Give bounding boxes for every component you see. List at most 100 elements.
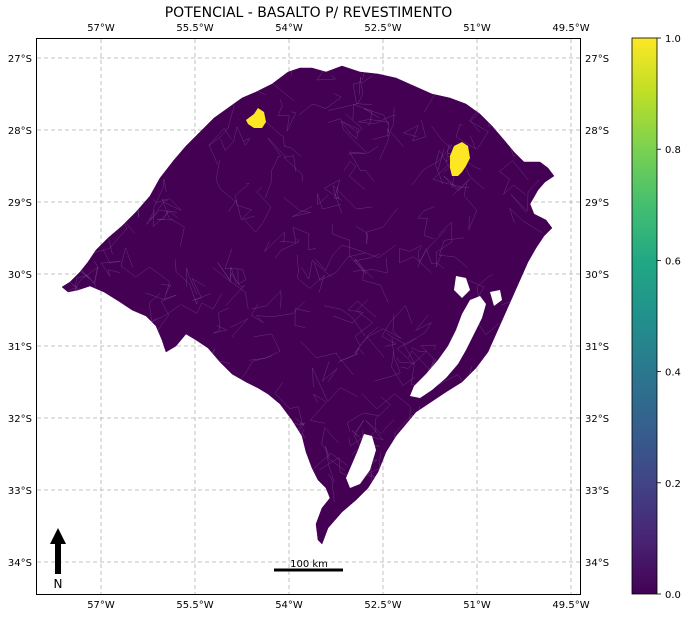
lat-tick-left: 34°S (8, 558, 32, 569)
municipal-line (354, 326, 379, 354)
municipal-line (313, 252, 365, 281)
lon-tick-top: 57°W (87, 23, 115, 34)
colorbar (631, 37, 658, 595)
municipal-line (157, 209, 173, 221)
municipal-line (432, 163, 461, 187)
municipal-line (230, 318, 249, 338)
lat-tick-left: 28°S (8, 126, 32, 137)
scale-bar-label: 100 km (290, 559, 328, 570)
municipal-line (332, 224, 373, 279)
lat-tick-right: 32°S (585, 414, 609, 425)
municipal-line (358, 115, 396, 133)
municipal-line (186, 267, 198, 295)
lon-tick-top: 55.5°W (176, 23, 213, 34)
colorbar-tick-label: 0.6 (665, 256, 681, 267)
municipal-line (343, 161, 366, 190)
municipal-line (327, 474, 335, 502)
map-title: POTENCIAL - BASALTO P/ REVESTIMENTO (164, 5, 453, 21)
municipal-line (264, 120, 302, 157)
lat-tick-left: 33°S (8, 486, 32, 497)
municipal-line (443, 175, 470, 196)
municipal-line (300, 341, 354, 375)
municipal-line (365, 419, 395, 441)
municipal-line (249, 333, 281, 361)
municipal-line (120, 247, 170, 300)
municipal-line (341, 121, 359, 139)
colorbar-tick-label: 0.0 (665, 590, 681, 601)
municipal-line (225, 266, 245, 306)
municipal-line (417, 206, 435, 239)
municipal-line (468, 274, 493, 298)
municipal-line (208, 127, 232, 165)
municipal-line (215, 159, 236, 202)
municipal-line (323, 179, 343, 201)
lon-tick-top: 51°W (463, 23, 491, 34)
lat-tick-right: 27°S (585, 54, 609, 65)
lagoon-patos (410, 290, 502, 398)
municipal-line (279, 226, 316, 251)
municipal-line (294, 308, 311, 328)
colorbar-tick-label: 1.0 (665, 34, 681, 45)
municipal-line (264, 231, 285, 252)
colorbar-tick-label: 0.8 (665, 145, 681, 156)
municipal-line (463, 183, 478, 230)
municipal-line (325, 445, 346, 483)
lat-tick-right: 34°S (585, 558, 609, 569)
municipal-line (150, 198, 182, 220)
municipal-line (100, 249, 121, 277)
municipal-line (314, 244, 396, 271)
municipal-line (241, 187, 272, 233)
lat-tick-right: 31°S (585, 342, 609, 353)
municipal-line (312, 367, 358, 402)
lon-tick-top: 52.5°W (364, 23, 401, 34)
lat-tick-right: 28°S (585, 126, 609, 137)
municipal-line (70, 266, 99, 298)
municipal-line (356, 207, 398, 244)
municipal-line (348, 151, 375, 182)
municipal-line (327, 118, 379, 154)
municipal-line (322, 361, 338, 383)
municipal-line (374, 337, 401, 382)
lat-tick-right: 30°S (585, 270, 609, 281)
municipal-line (411, 144, 462, 186)
lat-tick-right: 29°S (585, 198, 609, 209)
lon-tick-bottom: 51°W (463, 600, 491, 611)
municipal-line (265, 137, 286, 198)
municipal-line (403, 119, 426, 142)
municipal-line (321, 427, 339, 456)
lagoon-north (454, 276, 470, 298)
municipal-line (352, 258, 388, 274)
municipal-line (181, 293, 223, 314)
lon-tick-bottom: 49.5°W (552, 600, 589, 611)
municipal-line (354, 299, 385, 358)
colorbar-tick-label: 0.4 (665, 368, 681, 379)
municipal-line (251, 301, 305, 323)
municipal-line (275, 238, 300, 259)
lat-tick-left: 29°S (8, 198, 32, 209)
municipal-line (323, 305, 366, 337)
municipal-line (386, 314, 432, 345)
municipal-line (510, 179, 540, 214)
municipal-line (296, 255, 325, 293)
north-arrow-label: N (54, 577, 63, 591)
lon-tick-top: 54°W (275, 23, 303, 34)
municipal-line (499, 160, 529, 195)
lon-tick-bottom: 52.5°W (364, 600, 401, 611)
municipal-line (372, 128, 391, 160)
municipal-line (381, 305, 413, 347)
lat-tick-left: 32°S (8, 414, 32, 425)
axis-ticks: 57°W 57°W 55.5°W 55.5°W 54°W 54°W 52.5°W 52.5°W… (8, 23, 609, 611)
municipal-line (283, 155, 303, 182)
highlight-region-2 (450, 142, 470, 176)
municipal-line (333, 300, 377, 324)
municipal-line (396, 343, 416, 364)
municipal-line (509, 207, 543, 233)
lat-tick-left: 31°S (8, 342, 32, 353)
municipal-line (224, 248, 247, 285)
colorbar-ticks: 1.0 0.8 0.6 0.4 0.2 0.0 (657, 34, 681, 601)
municipal-line (220, 126, 251, 151)
state-region (61, 65, 555, 545)
municipal-line (298, 93, 342, 116)
municipal-line (338, 347, 365, 362)
